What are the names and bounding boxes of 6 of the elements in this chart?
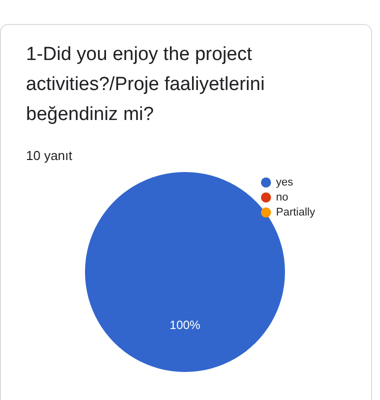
legend-label: yes [276, 176, 294, 188]
legend-label: Partially [276, 206, 316, 218]
legend-label: no [276, 192, 288, 204]
chart-title: 1-Did you enjoy the project activities?/Proje faaliyetlerini beğendiniz mi? [26, 43, 266, 127]
data-label: 100% [170, 318, 201, 332]
chart-subtitle: 10 yanıt [26, 148, 72, 163]
